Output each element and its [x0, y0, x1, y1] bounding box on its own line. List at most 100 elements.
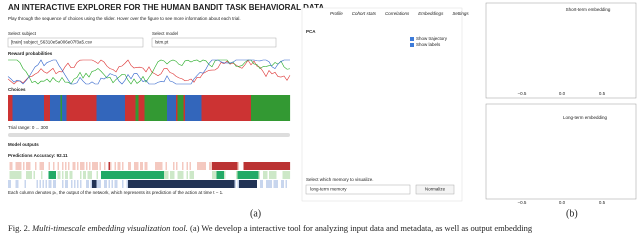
choice-stripe: [74, 95, 76, 121]
output-cell: [68, 171, 70, 179]
side-panel: [301, 7, 463, 202]
choice-stripe: [57, 95, 60, 121]
output-cell: [9, 162, 12, 170]
output-cell: [179, 162, 181, 170]
output-cell: [146, 162, 148, 170]
tab[interactable]: Profile: [330, 11, 343, 16]
output-cell: [239, 171, 241, 179]
choice-stripe: [212, 95, 214, 121]
choice-stripe: [93, 95, 96, 121]
memory-select[interactable]: [305, 184, 411, 195]
output-cell: [99, 180, 102, 188]
output-cell: [276, 180, 279, 188]
output-cell: [228, 180, 231, 188]
caption-prefix: Fig. 2.: [8, 223, 30, 233]
tab[interactable]: Cohort stats: [352, 11, 377, 16]
output-cell: [182, 180, 184, 188]
output-cell: [186, 180, 189, 188]
output-cell: [9, 171, 12, 179]
output-cell: [72, 162, 75, 170]
choice-stripe: [14, 95, 16, 121]
output-cell: [159, 171, 162, 179]
choice-stripe: [179, 95, 181, 121]
output-cell: [176, 180, 178, 188]
output-cell: [15, 171, 18, 179]
output-cell: [197, 180, 199, 188]
choice-stripe: [234, 95, 237, 121]
output-cell: [98, 180, 100, 188]
output-cell: [56, 171, 58, 179]
choice-stripe: [261, 95, 264, 121]
choice-stripe: [248, 95, 250, 121]
output-cell: [144, 171, 147, 179]
output-cell: [228, 162, 231, 170]
output-cell: [273, 180, 276, 188]
output-cell: [17, 171, 19, 179]
button-label: Normalize: [425, 187, 446, 192]
output-cell: [77, 162, 79, 170]
output-cell: [41, 180, 43, 188]
choice-stripe: [87, 95, 90, 121]
output-cell: [207, 171, 210, 179]
output-cell: [221, 180, 223, 188]
output-cell: [284, 180, 286, 188]
output-cell: [89, 180, 91, 188]
output-cell: [156, 171, 159, 179]
output-cell: [71, 180, 73, 188]
tab[interactable]: Correlations: [385, 11, 410, 16]
output-cell: [254, 180, 256, 188]
output-cell: [152, 162, 154, 170]
checkbox[interactable]: [410, 43, 414, 47]
output-cell: [254, 171, 256, 179]
output-cell: [267, 162, 270, 170]
model-select[interactable]: [151, 37, 277, 48]
output-cell: [35, 180, 37, 188]
output-cell: [207, 162, 210, 170]
choice-stripe: [59, 95, 61, 121]
slider[interactable]: [8, 133, 290, 137]
output-cell: [143, 171, 145, 179]
choice-stripe: [264, 95, 267, 121]
output-cell: [33, 171, 36, 179]
output-cell: [237, 180, 240, 188]
output-cell: [215, 180, 217, 188]
output-cell: [143, 162, 145, 170]
output-cell: [60, 180, 63, 188]
choice-stripe: [180, 95, 183, 121]
subject-select[interactable]: [7, 37, 144, 48]
output-cell: [179, 171, 181, 179]
choice-stripe: [104, 95, 106, 121]
checkbox[interactable]: [410, 37, 414, 41]
choice-stripe: [186, 95, 189, 121]
output-cell: [8, 171, 10, 179]
output-cell: [42, 171, 45, 179]
output-cell: [66, 180, 69, 188]
output-cell: [26, 162, 28, 170]
tab[interactable]: Settings: [452, 11, 469, 16]
output-cell: [83, 171, 85, 179]
choice-stripe: [8, 95, 10, 121]
output-cell: [189, 180, 192, 188]
output-cell: [66, 162, 69, 170]
output-cell: [62, 180, 64, 188]
choice-stripe: [230, 95, 232, 121]
output-cell: [285, 180, 288, 188]
output-cell: [147, 171, 150, 179]
output-cell: [233, 162, 235, 170]
output-cell: [278, 180, 280, 188]
output-cell: [222, 180, 225, 188]
output-cell: [165, 171, 168, 179]
output-cell: [255, 180, 258, 188]
choice-stripe: [260, 95, 262, 121]
output-cell: [210, 180, 213, 188]
output-cell: [149, 171, 151, 179]
label: Reward probabilities: [8, 51, 53, 56]
tick-label: 0.5: [599, 200, 606, 205]
output-cell: [167, 180, 169, 188]
output-cell: [125, 171, 127, 179]
output-cell: [186, 162, 189, 170]
choice-stripe: [254, 95, 256, 121]
normalize-button[interactable]: [415, 184, 455, 195]
output-cell: [44, 171, 46, 179]
tab[interactable]: Embeddings: [418, 11, 444, 16]
